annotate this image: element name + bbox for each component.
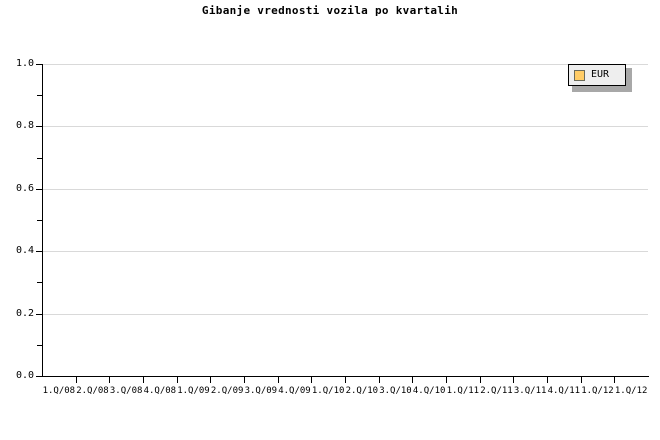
y-axis-tick-label: 0.6 [15,182,34,194]
x-tick [581,377,582,383]
y-axis-tick-label: 0.2 [15,307,34,319]
x-axis-tick-label: 1.Q/09 [177,386,210,396]
x-tick [379,377,380,383]
y-tick-minor [37,95,42,97]
legend-color-swatch-eur [574,69,585,81]
x-axis-tick-label: 2.Q/11 [480,386,513,396]
x-tick [480,377,481,383]
gridline [42,126,648,128]
x-axis-tick-label: 3.Q/08 [109,386,143,396]
x-axis-tick-label: 4.Q/10 [412,386,446,396]
x-tick [109,377,110,383]
x-axis-tick-label: 1.Q/11 [446,386,480,396]
y-tick-major [36,64,42,65]
x-axis-tick-label: 4.Q/08 [143,386,177,396]
y-axis-tick-label: 0.8 [15,120,34,132]
y-tick-minor [37,157,42,159]
x-axis-tick-label: 4.Q/09 [278,386,311,396]
x-axis-tick-label: 4.Q/11 [547,386,581,396]
x-axis-tick-label: 1.Q/08 [42,386,76,396]
x-tick [210,377,211,383]
x-tick [412,377,413,383]
gridline [42,251,648,253]
y-tick-minor [37,220,42,221]
x-tick [547,377,548,383]
y-tick-major [36,251,42,253]
x-axis-tick-label: 1.Q/10 [311,386,345,396]
y-tick-major [36,126,42,128]
x-tick [143,377,144,383]
y-tick-minor [37,344,42,346]
y-axis-line [42,64,43,377]
x-tick [614,377,615,383]
legend-label-eur: EUR [591,69,610,80]
x-tick [244,377,245,383]
gridline [42,313,648,315]
gridline [42,64,648,65]
x-axis-tick-label: 2.Q/08 [76,386,109,396]
x-axis-tick-label: 3.Q/09 [244,386,278,396]
y-tick-major [36,376,42,377]
x-axis-line [42,376,649,377]
chart-title: Gibanje vrednosti vozila po kvartalih [201,4,459,17]
x-tick [177,377,178,383]
plot-area [42,64,648,376]
x-axis-tick-label: 1.Q/12 [581,386,614,396]
y-axis-labels: 0.0 0.2 0.4 0.6 0.8 1.0 [0,0,34,440]
gridline [42,188,648,190]
x-tick [76,377,77,383]
x-axis-tick-label: 2.Q/09 [210,386,244,396]
x-axis-tick-label: 3.Q/10 [379,386,412,396]
y-tick-major [36,313,42,315]
x-axis-tick-label: 2.Q/10 [345,386,379,396]
y-axis-tick-label: 0.0 [15,370,34,381]
x-tick [278,377,279,383]
x-tick [345,377,346,383]
x-tick [311,377,312,383]
y-tick-minor [37,282,42,284]
y-axis-tick-label: 1.0 [15,58,34,69]
y-axis-tick-label: 0.4 [15,245,34,257]
chart-legend[interactable]: EUR [568,64,626,86]
y-tick-major [36,188,42,190]
x-axis-tick-label: 1.Q/12 [614,386,648,396]
x-tick [446,377,447,383]
x-axis-tick-label: 3.Q/11 [513,386,547,396]
x-tick [513,377,514,383]
